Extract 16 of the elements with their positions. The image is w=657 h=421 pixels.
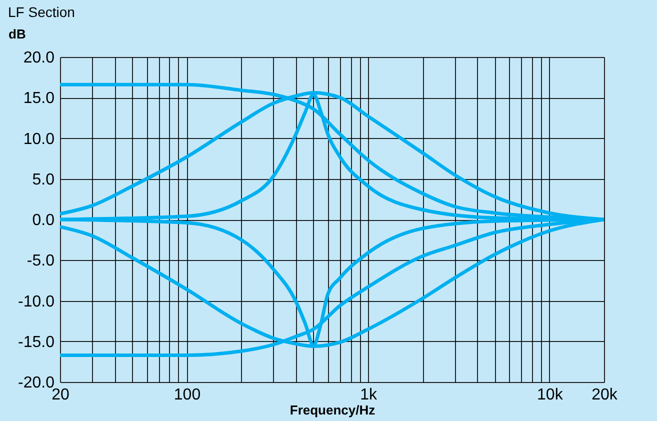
- y-tick-label: 10.0: [23, 130, 55, 148]
- x-tick-label: 1k: [360, 386, 378, 404]
- y-tick-label: 0.0: [32, 212, 55, 229]
- x-tick-label: 20: [52, 386, 70, 404]
- y-tick-label: -10.0: [18, 293, 55, 310]
- y-tick-label: 15.0: [23, 90, 55, 108]
- y-axis-title: dB: [8, 26, 26, 42]
- y-tick-label: -5.0: [26, 252, 55, 270]
- y-tick-label: -15.0: [18, 334, 55, 351]
- x-tick-label: 10k: [537, 386, 564, 404]
- y-tick-label: 20.0: [23, 50, 55, 66]
- x-axis-title: Frequency/Hz: [290, 402, 376, 418]
- y-tick-label: 5.0: [32, 171, 55, 188]
- chart-title: LF Section: [8, 4, 75, 20]
- x-tick-label: 100: [174, 386, 201, 404]
- x-tick-label: 20k: [592, 386, 618, 404]
